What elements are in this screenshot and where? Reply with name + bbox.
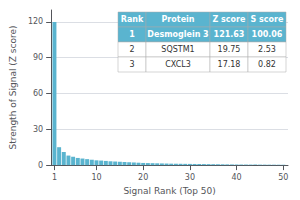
- svg-text:Desmoglein 3: Desmoglein 3: [147, 30, 208, 39]
- svg-text:50: 50: [278, 173, 288, 182]
- svg-text:0: 0: [38, 161, 43, 170]
- svg-text:1: 1: [52, 173, 57, 182]
- svg-text:17.18: 17.18: [218, 60, 241, 69]
- svg-text:SQSTM1: SQSTM1: [161, 45, 194, 54]
- svg-text:121.63: 121.63: [214, 30, 245, 39]
- svg-text:S score: S score: [251, 15, 284, 24]
- svg-text:19.75: 19.75: [218, 45, 241, 54]
- svg-text:CXCL3: CXCL3: [165, 60, 191, 69]
- svg-text:Z score: Z score: [213, 15, 247, 24]
- svg-text:Signal Rank (Top 50): Signal Rank (Top 50): [123, 186, 215, 196]
- svg-text:Strength of Signal (Z score): Strength of Signal (Z score): [8, 26, 18, 150]
- svg-text:1: 1: [129, 30, 135, 39]
- svg-text:0.82: 0.82: [258, 60, 276, 69]
- svg-text:Rank: Rank: [121, 15, 144, 24]
- svg-text:60: 60: [33, 89, 43, 98]
- svg-text:30: 30: [185, 173, 195, 182]
- svg-text:10: 10: [91, 173, 101, 182]
- svg-text:100.06: 100.06: [252, 30, 283, 39]
- svg-text:2: 2: [129, 45, 134, 54]
- svg-text:90: 90: [33, 53, 43, 62]
- svg-text:40: 40: [232, 173, 242, 182]
- svg-text:20: 20: [138, 173, 148, 182]
- svg-text:30: 30: [33, 125, 43, 134]
- svg-text:Protein: Protein: [162, 15, 195, 24]
- svg-text:3: 3: [129, 60, 134, 69]
- svg-text:2.53: 2.53: [258, 45, 276, 54]
- svg-text:120: 120: [28, 17, 43, 26]
